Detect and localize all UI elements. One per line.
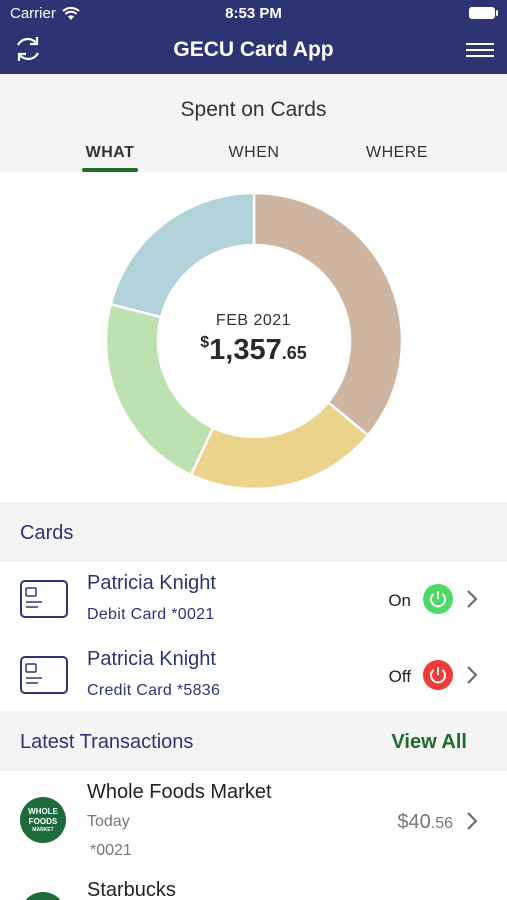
donut-chart (104, 191, 404, 491)
cardholder-name: Patricia Knight (87, 572, 216, 594)
tabs: WHAT WHEN WHERE (0, 142, 507, 172)
power-icon (430, 667, 446, 684)
tab-when[interactable]: WHEN (228, 144, 280, 161)
power-icon (430, 591, 446, 608)
power-toggle[interactable] (423, 584, 453, 614)
power-toggle[interactable] (423, 660, 453, 690)
card-row[interactable]: Patricia Knight Debit Card *0021 On (0, 562, 507, 635)
merchant-logo (20, 892, 66, 900)
logo-line: FOODS (28, 817, 58, 826)
cards-section-header: Cards (0, 502, 507, 562)
merchant-name: Starbucks (87, 879, 176, 900)
tab-what[interactable]: WHAT (50, 144, 170, 172)
transaction-row[interactable]: Starbucks (0, 876, 507, 900)
card-icon (20, 656, 68, 694)
status-time: 8:53 PM (225, 5, 282, 22)
tab-where[interactable]: WHERE (365, 144, 429, 161)
merchant-name: Whole Foods Market (87, 781, 272, 803)
currency-symbol: $ (200, 334, 210, 351)
status-bar: Carrier 8:53 PM (0, 0, 507, 28)
donut-slice-1[interactable] (252, 191, 404, 438)
donut-slice-2[interactable] (189, 400, 370, 491)
cardholder-name: Patricia Knight (87, 648, 216, 670)
carrier: Carrier (10, 5, 80, 22)
carrier-name: Carrier (10, 5, 56, 22)
chevron-right-icon[interactable] (465, 665, 479, 685)
amount-whole: $40 (397, 811, 431, 833)
chart-period: FEB 2021 (215, 312, 292, 329)
cards-section-label: Cards (20, 522, 74, 544)
transactions-section-header: Latest Transactions View All (0, 711, 507, 771)
spending-summary: Spent on Cards WHAT WHEN WHERE (0, 74, 507, 172)
amount-cents: .56 (430, 815, 453, 832)
card-state-label: On (388, 591, 411, 610)
hamburger-menu-icon[interactable] (465, 37, 495, 63)
card-row[interactable]: Patricia Knight Credit Card *5836 Off (0, 638, 507, 711)
battery-icon (469, 7, 498, 19)
transaction-date: Today (87, 813, 130, 830)
transactions-section-label: Latest Transactions (20, 731, 194, 753)
card-icon (20, 580, 68, 618)
total-cents: .65 (281, 343, 307, 363)
chevron-right-icon[interactable] (465, 589, 479, 609)
card-description: Debit Card *0021 (87, 606, 215, 623)
transaction-card: *0021 (90, 842, 132, 859)
view-all-link[interactable]: View All (391, 731, 467, 753)
card-state-label: Off (388, 667, 411, 686)
total-whole: 1,357 (209, 334, 282, 366)
transaction-row[interactable]: WHOLE FOODS MARKET Whole Foods Market To… (0, 771, 507, 881)
nav-bar: GECU Card App (0, 28, 507, 74)
wifi-icon (62, 6, 80, 20)
app-title: GECU Card App (173, 38, 334, 61)
summary-heading: Spent on Cards (180, 98, 327, 121)
logo-line: MARKET (32, 827, 54, 833)
spending-chart: FEB 2021 $1,357.65 (0, 172, 507, 502)
refresh-icon[interactable] (12, 33, 44, 65)
chart-total: $1,357.65 (0, 334, 507, 367)
logo-line: WHOLE (28, 807, 58, 816)
transaction-amount: $40.56 (397, 811, 453, 834)
card-description: Credit Card *5836 (87, 682, 221, 699)
donut-slice-4[interactable] (109, 191, 256, 319)
chevron-right-icon[interactable] (465, 811, 479, 831)
merchant-logo: WHOLE FOODS MARKET (20, 797, 66, 843)
